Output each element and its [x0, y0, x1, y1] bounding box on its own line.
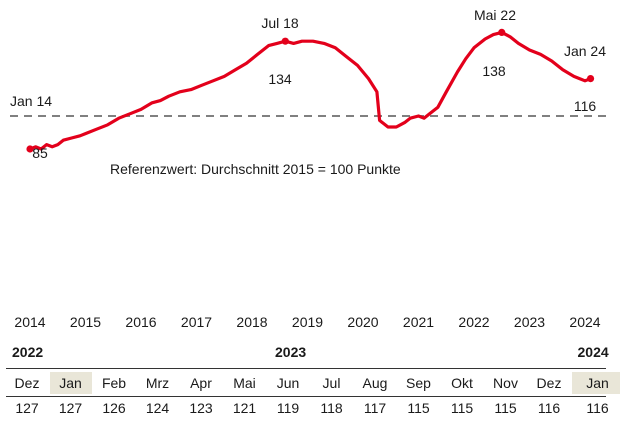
table-value-13: 116	[586, 400, 609, 416]
table-value-0: 127	[15, 400, 39, 416]
marker-3	[586, 75, 595, 83]
table-month-9: Sep	[406, 375, 431, 391]
x-tick-2016: 2016	[125, 314, 156, 330]
table-month-2: Feb	[101, 375, 127, 391]
x-tick-2022: 2022	[458, 314, 489, 330]
table-value-1: 127	[58, 400, 83, 416]
reference-note: Referenzwert: Durchschnitt 2015 = 100 Pu…	[110, 161, 401, 177]
x-tick-2023: 2023	[514, 314, 545, 330]
x-tick-2015: 2015	[70, 314, 101, 330]
table-month-7: Jul	[322, 375, 341, 391]
table-value-8: 117	[363, 400, 387, 416]
table-value-11: 115	[494, 400, 517, 416]
annotation-label-3: Jan 24	[564, 43, 606, 59]
table-month-8: Aug	[362, 375, 388, 391]
table-value-9: 115	[407, 400, 430, 416]
year-label-2022: 2022	[12, 344, 44, 360]
annotation-label-1: Jul 18	[261, 15, 299, 31]
table-value-4: 123	[189, 400, 213, 416]
table-year-row: 2022 2023 2024	[0, 344, 620, 364]
annotation-value-1: 134	[268, 71, 292, 87]
marker-0	[26, 145, 34, 153]
marker-1	[281, 37, 289, 45]
table-value-7: 118	[320, 400, 343, 416]
table-value-3: 124	[145, 400, 170, 416]
series-line	[28, 30, 593, 151]
table-month-13: Jan	[571, 372, 620, 394]
x-axis-ticks: 2014 2015 2016 2017 2018 2019 2020 2021 2022 2023…	[14, 314, 600, 330]
table-value-12: 116	[537, 400, 561, 416]
annotation-value-0: 85	[32, 145, 48, 161]
table-value-6: 119	[276, 400, 300, 416]
table-month-6: Jun	[276, 375, 300, 391]
table-value-10: 115	[450, 400, 474, 416]
marker-2	[498, 28, 506, 36]
x-tick-2024: 2024	[569, 314, 600, 330]
year-label-2023: 2023	[275, 344, 307, 360]
x-tick-2014: 2014	[14, 314, 45, 330]
table-value-5: 121	[232, 400, 257, 416]
annotation-label-2: Mai 22	[474, 7, 516, 23]
table-month-4: Apr	[190, 375, 212, 391]
table-month-0: Dez	[14, 375, 40, 391]
x-tick-2017: 2017	[181, 314, 212, 330]
x-tick-2020: 2020	[347, 314, 378, 330]
annotations: Jan 14 85 Jul 18 134 Mai 22 138 Jan 24 116	[10, 7, 606, 161]
data-markers	[26, 28, 595, 153]
x-tick-2018: 2018	[236, 314, 267, 330]
table-month-1: Jan	[49, 372, 92, 394]
table-month-11: Nov	[493, 375, 518, 391]
table-value-2: 126	[102, 400, 126, 416]
line-chart: Referenzwert: Durchschnitt 2015 = 100 Pu…	[10, 7, 612, 330]
table-rule-mid	[6, 396, 606, 397]
table-month-10: Okt	[451, 375, 473, 391]
table-rule-top	[6, 368, 606, 369]
annotation-value-3: 116	[574, 98, 597, 114]
table-month-3: Mrz	[145, 375, 170, 391]
table-month-12: Dez	[536, 375, 562, 391]
x-tick-2021: 2021	[403, 314, 434, 330]
year-label-2024: 2024	[577, 344, 609, 360]
x-tick-2019: 2019	[292, 314, 323, 330]
annotation-label-0: Jan 14	[10, 93, 52, 109]
table-month-5: Mai	[233, 375, 256, 391]
annotation-value-2: 138	[482, 63, 506, 79]
